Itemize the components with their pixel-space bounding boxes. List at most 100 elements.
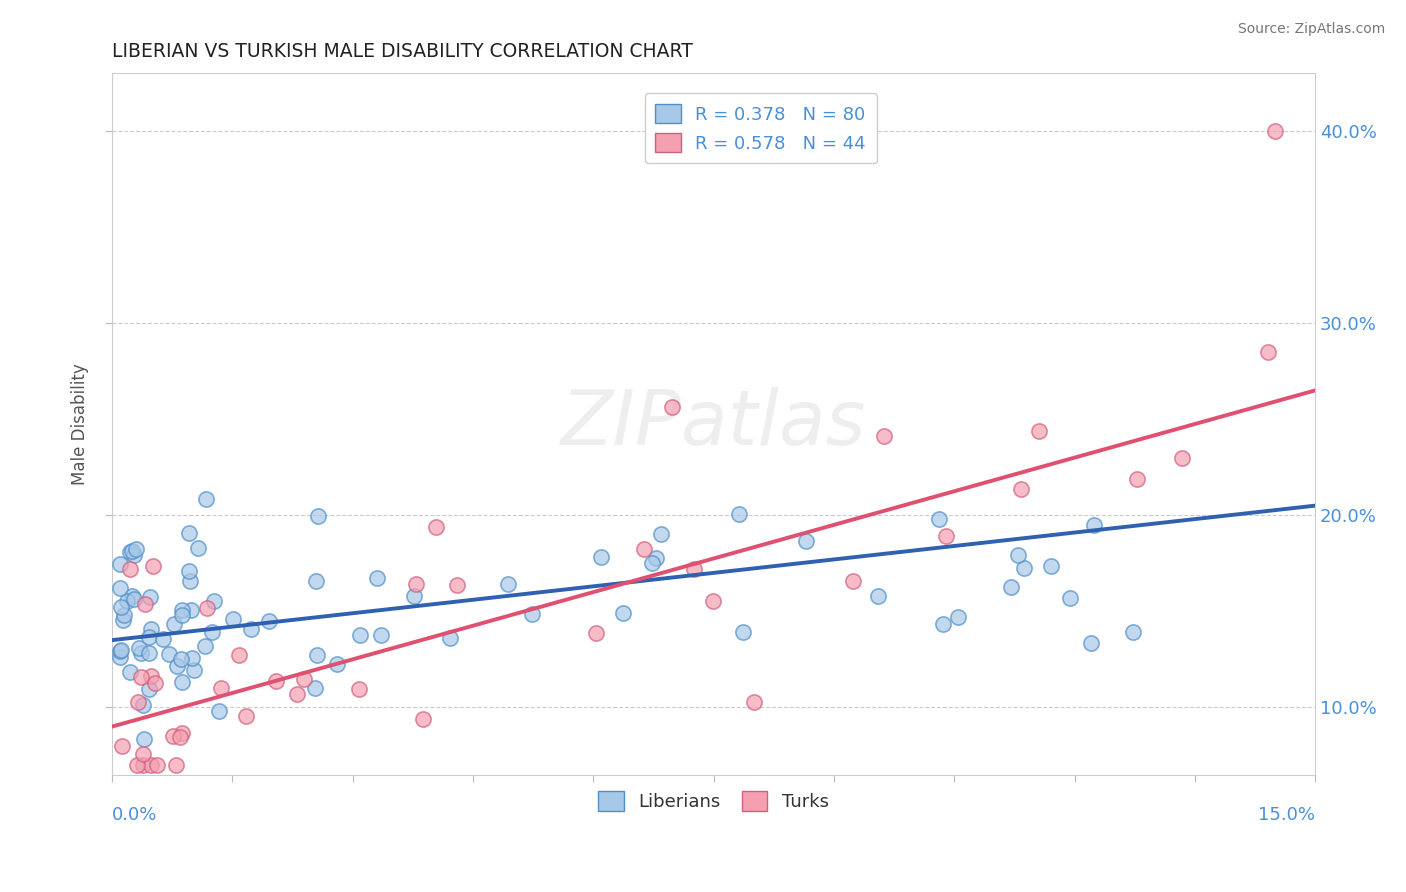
Point (165, 758, 187, 772)
Point (134, 731, 156, 746)
Point (111, 739, 134, 754)
Point (661, 401, 683, 415)
Point (1171, 450, 1194, 465)
Point (612, 606, 634, 620)
Point (120, 665, 142, 680)
Point (132, 758, 155, 772)
Point (122, 548, 145, 562)
Point (172, 725, 194, 739)
Point (209, 681, 232, 695)
Point (195, 601, 218, 615)
Point (842, 574, 865, 588)
Point (143, 675, 166, 690)
Point (650, 526, 672, 541)
Point (179, 574, 201, 589)
Point (138, 630, 160, 644)
Point (935, 529, 957, 543)
Point (585, 625, 607, 640)
Point (170, 607, 193, 622)
Point (682, 562, 704, 576)
Point (202, 593, 225, 607)
Point (110, 600, 132, 615)
Point (796, 534, 818, 549)
Text: LIBERIAN VS TURKISH MALE DISABILITY CORRELATION CHART: LIBERIAN VS TURKISH MALE DISABILITY CORR… (112, 42, 693, 61)
Point (194, 492, 217, 507)
Point (928, 512, 950, 526)
Point (125, 542, 148, 557)
Point (349, 628, 371, 642)
Point (742, 696, 765, 710)
Point (412, 712, 434, 726)
Point (264, 673, 287, 688)
Point (132, 747, 155, 762)
Point (177, 564, 200, 578)
Point (152, 632, 174, 646)
Point (1007, 548, 1029, 562)
Point (228, 648, 250, 662)
Point (120, 562, 142, 576)
Point (201, 625, 224, 640)
Point (134, 598, 156, 612)
Point (304, 681, 326, 696)
Point (1000, 580, 1022, 594)
Point (425, 520, 447, 534)
Point (731, 624, 754, 639)
Point (111, 613, 134, 627)
Point (129, 670, 152, 684)
Point (1040, 558, 1063, 573)
Point (121, 544, 143, 558)
Point (138, 646, 160, 660)
Point (326, 657, 349, 671)
Point (1122, 624, 1144, 639)
Point (633, 542, 655, 557)
Point (307, 648, 329, 662)
Point (129, 646, 152, 660)
Point (138, 682, 160, 697)
Point (1028, 424, 1050, 438)
Point (141, 669, 163, 683)
Point (108, 581, 131, 595)
Point (932, 617, 955, 632)
Text: Source: ZipAtlas.com: Source: ZipAtlas.com (1237, 22, 1385, 37)
Point (180, 603, 202, 617)
Point (125, 758, 148, 772)
Point (1010, 483, 1032, 497)
Point (172, 675, 194, 690)
Point (1083, 518, 1105, 533)
Point (285, 687, 308, 701)
Point (1080, 636, 1102, 650)
Point (1264, 124, 1286, 138)
Point (169, 652, 191, 666)
Point (1014, 561, 1036, 575)
Point (498, 576, 520, 591)
Point (370, 628, 392, 642)
Point (180, 651, 202, 665)
Point (728, 508, 751, 522)
Point (307, 509, 329, 524)
Point (118, 545, 141, 559)
Point (108, 558, 131, 572)
Point (1059, 591, 1081, 605)
Point (1257, 345, 1279, 359)
Point (866, 589, 889, 603)
Point (170, 603, 193, 617)
Point (520, 607, 543, 621)
Point (108, 644, 131, 658)
Point (141, 623, 163, 637)
Point (139, 591, 162, 605)
Point (208, 704, 231, 718)
Point (146, 758, 169, 772)
Point (446, 577, 468, 591)
Point (702, 594, 724, 608)
Point (142, 558, 165, 573)
Text: 0.0%: 0.0% (112, 806, 157, 824)
Point (169, 731, 191, 745)
Text: 15.0%: 15.0% (1258, 806, 1315, 824)
Point (117, 593, 139, 607)
Point (108, 649, 131, 664)
Point (366, 571, 388, 585)
Point (127, 695, 149, 709)
Point (347, 681, 370, 696)
Point (1126, 472, 1149, 486)
Point (305, 574, 328, 588)
